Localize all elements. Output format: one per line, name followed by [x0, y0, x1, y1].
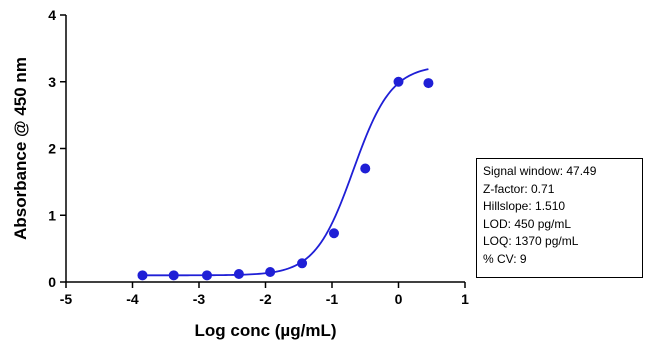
- x-tick-label: -1: [326, 291, 339, 307]
- y-tick-label: 1: [48, 207, 56, 223]
- data-point: [168, 270, 179, 281]
- x-axis-title: Log conc (µg/mL): [194, 321, 336, 340]
- x-tick-label: -4: [126, 291, 139, 307]
- annotation-loq: LOQ: 1370 pg/mL: [483, 234, 579, 249]
- data-points: [137, 76, 434, 281]
- y-tick-label: 0: [48, 274, 56, 290]
- data-point: [360, 163, 371, 174]
- x-tick-label: 1: [461, 291, 469, 307]
- data-point: [137, 270, 148, 281]
- x-ticks: -5 -4 -3 -2 -1 0 1: [60, 282, 469, 307]
- axes: [65, 15, 465, 283]
- fit-curve: [142, 68, 429, 277]
- data-point: [297, 258, 308, 269]
- y-tick-label: 3: [48, 74, 56, 90]
- annotation-hillslope: Hillslope: 1.510: [483, 199, 566, 214]
- x-tick-label: 0: [395, 291, 403, 307]
- x-tick-label: -5: [60, 291, 73, 307]
- annotation-z-factor: Z-factor: 0.71: [483, 181, 555, 196]
- annotation-signal-window: Signal window: 47.49: [483, 164, 597, 178]
- data-point: [393, 76, 404, 87]
- annotation-cv: % CV: 9: [483, 251, 527, 266]
- data-point: [328, 228, 339, 239]
- x-tick-label: -2: [259, 291, 272, 307]
- data-point: [423, 78, 434, 89]
- data-point: [233, 268, 244, 279]
- x-tick-label: -3: [193, 291, 206, 307]
- y-axis-title: Absorbance @ 450 nm: [11, 57, 30, 240]
- y-tick-label: 4: [48, 7, 56, 23]
- y-tick-label: 2: [48, 141, 56, 157]
- data-point: [265, 266, 276, 277]
- y-ticks: 0 1 2 3 4: [48, 7, 66, 290]
- annotation-lod: LOD: 450 pg/mL: [483, 216, 572, 231]
- stats-annotation-box: Signal window: 47.49 Z-factor: 0.71 Hill…: [476, 158, 643, 278]
- data-point: [201, 270, 212, 281]
